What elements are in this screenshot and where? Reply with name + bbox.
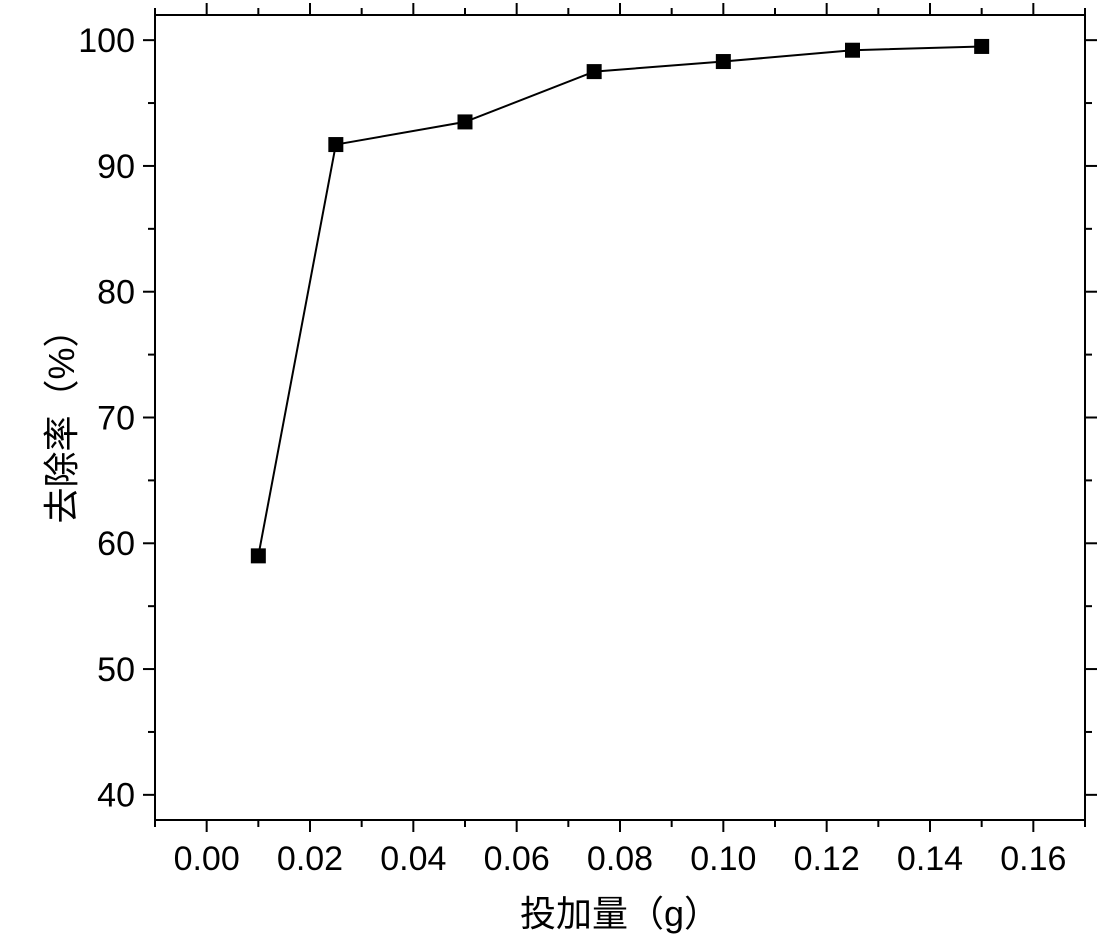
x-tick-label: 0.12 xyxy=(794,840,860,878)
data-marker xyxy=(458,115,472,129)
chart-container: 0.00 0.02 0.04 0.06 0.08 0.10 0.12 0.14 0.16 投加量（… xyxy=(0,0,1109,935)
y-tick-label: 80 xyxy=(97,274,135,312)
y-tick-label: 90 xyxy=(97,148,135,186)
data-marker xyxy=(587,65,601,79)
data-marker xyxy=(975,39,989,53)
plot-frame xyxy=(155,15,1085,820)
data-marker xyxy=(716,55,730,69)
x-tick-label: 0.10 xyxy=(690,840,756,878)
y-tick-label: 100 xyxy=(78,22,135,60)
x-tick-label: 0.14 xyxy=(897,840,963,878)
line-chart: 0.00 0.02 0.04 0.06 0.08 0.10 0.12 0.14 0.16 投加量（… xyxy=(0,0,1109,935)
x-tick-label: 0.04 xyxy=(380,840,446,878)
y-tick-label: 40 xyxy=(97,777,135,815)
x-tick-label: 0.16 xyxy=(1000,840,1066,878)
data-marker xyxy=(329,138,343,152)
x-tick-label: 0.08 xyxy=(587,840,653,878)
y-tick-label: 60 xyxy=(97,525,135,563)
y-tick-label: 70 xyxy=(97,399,135,437)
series-line-removal-rate xyxy=(258,46,981,555)
data-marker xyxy=(251,549,265,563)
x-axis-label: 投加量（g） xyxy=(520,893,720,934)
x-tick-label: 0.06 xyxy=(484,840,550,878)
y-axis-label: 去除率（%） xyxy=(41,311,82,523)
data-marker xyxy=(846,43,860,57)
x-tick-label: 0.00 xyxy=(174,840,240,878)
x-tick-label: 0.02 xyxy=(277,840,343,878)
y-tick-label: 50 xyxy=(97,651,135,689)
